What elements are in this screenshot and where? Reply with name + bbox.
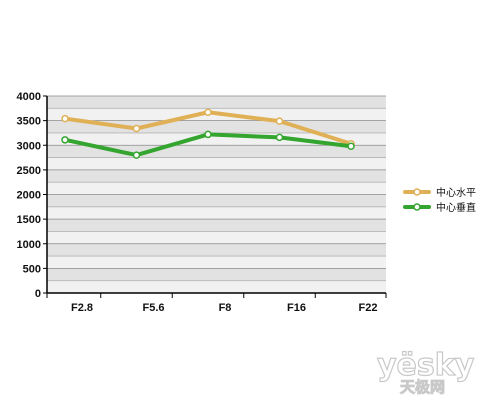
y-tick-label: 0	[35, 288, 41, 300]
grid-band	[47, 206, 386, 220]
grid-lines	[47, 95, 386, 282]
grid-band	[47, 157, 386, 170]
grid-band	[47, 182, 386, 195]
watermark-logo: yësky 天极网	[376, 347, 475, 396]
grid-band	[47, 96, 386, 109]
legend-marker	[413, 203, 421, 211]
data-point	[204, 130, 212, 139]
grid-band	[47, 256, 386, 269]
grid-band	[47, 243, 386, 257]
x-tick-label: F5.6	[142, 302, 164, 314]
data-point	[204, 108, 212, 117]
data-point	[275, 133, 284, 142]
y-tick-label: 3500	[17, 116, 41, 128]
y-tick-label: 1500	[17, 214, 41, 226]
y-tick-label: 1000	[17, 239, 41, 251]
y-axis-ticks: 0 500 1000 1500 2000 2500 3000 3500 4000	[17, 91, 47, 300]
y-tick-label: 2500	[17, 165, 41, 177]
data-point	[132, 124, 141, 133]
series-lines	[61, 108, 355, 159]
legend-label: 中心水平	[436, 186, 476, 199]
y-tick-label: 3000	[17, 140, 41, 152]
grid-band	[47, 231, 386, 244]
y-tick-label: 2000	[17, 190, 41, 202]
grid-band	[47, 280, 386, 293]
x-tick-label: F8	[219, 302, 232, 314]
legend-marker	[413, 188, 421, 196]
x-axis-ticks: F2.8 F5.6 F8 F16 F22	[46, 293, 387, 314]
grid-band	[47, 219, 386, 232]
legend-label: 中心垂直	[436, 201, 476, 214]
data-point	[61, 136, 69, 144]
grid-band	[47, 268, 386, 281]
grid-band	[47, 132, 386, 146]
x-tick-label: F2.8	[71, 302, 93, 314]
data-point	[61, 114, 69, 123]
watermark-brand-text: yësky	[377, 348, 475, 383]
grid-band	[47, 169, 386, 183]
y-tick-label: 4000	[17, 91, 41, 103]
data-point	[275, 117, 284, 125]
x-tick-label: F16	[287, 302, 306, 314]
data-point	[347, 142, 355, 150]
x-tick-label: F22	[359, 302, 378, 314]
grid-band	[47, 194, 386, 207]
watermark-chinese-text: 天极网	[400, 378, 445, 396]
data-point	[132, 151, 141, 159]
y-tick-label: 500	[23, 263, 41, 275]
